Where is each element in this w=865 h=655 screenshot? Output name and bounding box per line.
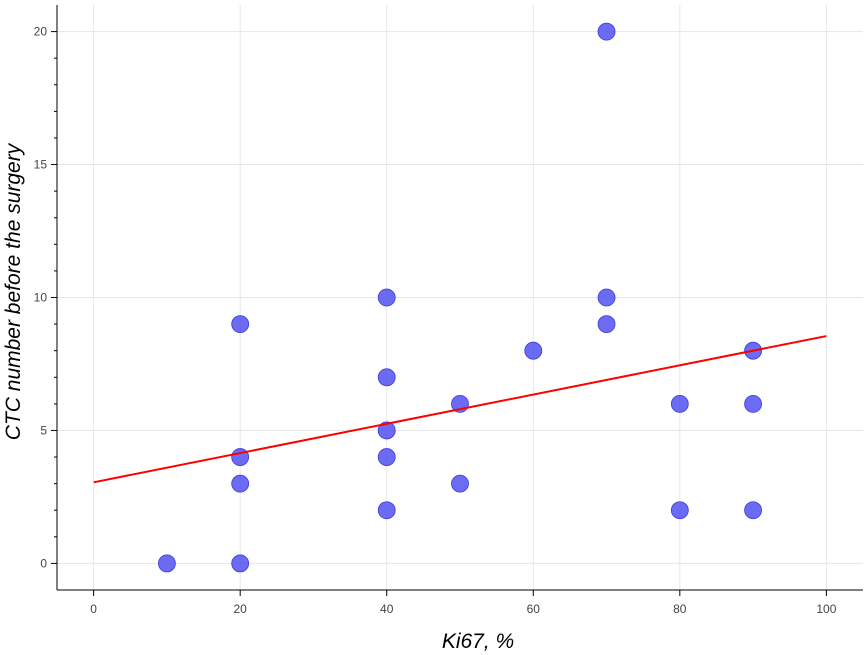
data-point [377, 421, 396, 440]
x-tick-label: 100 [816, 602, 836, 616]
data-point [524, 341, 543, 360]
trend-line-group [93, 335, 827, 484]
data-point [744, 501, 762, 520]
x-tick-label: 80 [673, 602, 687, 616]
data-point [597, 288, 616, 307]
y-tick-label: 0 [40, 556, 47, 570]
axis-ticks: 0 20 40 60 80 100 0 5 10 15 20 [34, 25, 837, 616]
y-tick-label: 15 [34, 158, 48, 172]
data-point [670, 394, 689, 413]
data-point [158, 554, 176, 573]
data-point [744, 394, 762, 413]
x-tick-label: 40 [380, 602, 394, 616]
x-tick-label: 20 [234, 602, 248, 616]
data-point [597, 22, 616, 41]
data-point [231, 554, 250, 573]
data-point [377, 501, 396, 520]
data-point [597, 315, 616, 333]
x-tick-label: 60 [527, 602, 541, 616]
y-tick-label: 10 [34, 291, 48, 305]
x-tick-label: 0 [90, 602, 97, 616]
data-point [670, 501, 689, 520]
x-axis-title: Ki67, % [442, 630, 514, 653]
data-point [231, 474, 250, 493]
y-axis-title: CTC number before the surgery [2, 142, 25, 440]
trend-line [93, 335, 827, 484]
y-tick-label: 20 [34, 25, 48, 39]
grid-lines [57, 5, 863, 590]
y-tick-label: 5 [40, 423, 47, 437]
data-point [377, 288, 396, 307]
data-point [231, 315, 250, 333]
data-point [451, 474, 469, 493]
data-point [377, 368, 396, 387]
data-point [377, 448, 396, 466]
